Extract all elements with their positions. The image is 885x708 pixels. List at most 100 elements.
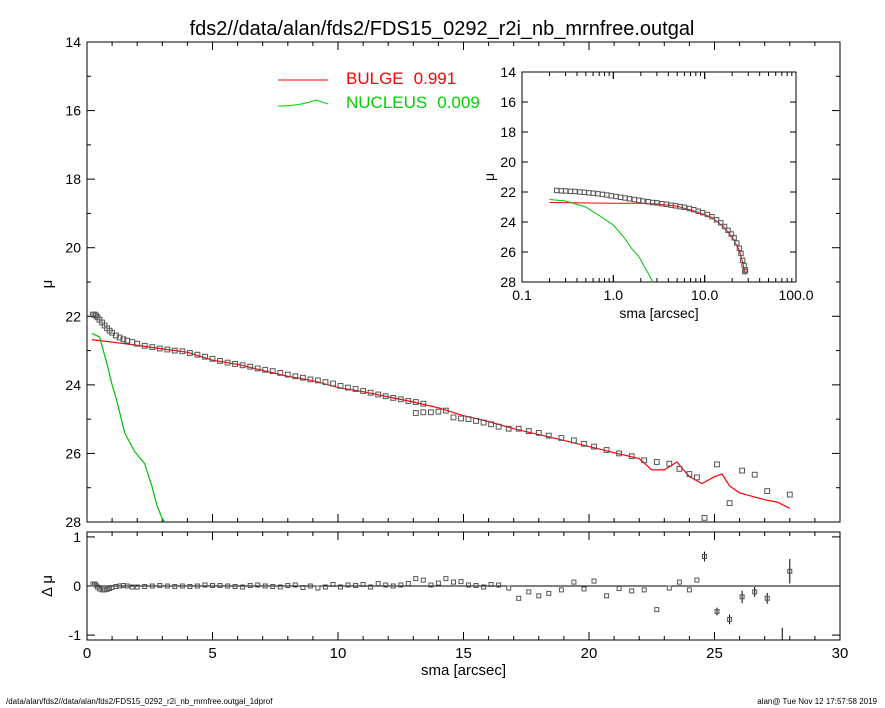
main-data-point [187, 350, 193, 356]
residual-data-point [420, 577, 426, 583]
inset-ytick-label: 26 [500, 244, 516, 260]
inset-ytick-label: 18 [500, 124, 516, 140]
inset-data-point [742, 267, 749, 273]
inset-data-point [626, 196, 633, 202]
residual-data-point [202, 582, 208, 588]
residual-data-point [739, 594, 745, 600]
main-data-point [345, 384, 351, 391]
main-data-point [571, 437, 577, 444]
inset-xlabel: sma [arcsec] [619, 305, 698, 321]
main-ytick-label: 20 [65, 240, 81, 256]
main-data-point [217, 358, 223, 364]
inset-data-point [725, 227, 731, 234]
chart-title: fds2//data/alan/fds2/FDS15_0292_r2i_nb_m… [190, 18, 695, 40]
residual-data-point [516, 595, 522, 601]
residual-data-point [360, 582, 366, 587]
residual-ylabel: Δ μ [39, 575, 56, 597]
legend-nucleus-label: NUCLEUS 0.009 [346, 93, 480, 112]
residual-data-point [164, 583, 170, 589]
main-data-point [330, 380, 336, 387]
inset-ytick-label: 22 [500, 184, 516, 200]
main-data-point [701, 515, 708, 521]
residual-data-point [413, 576, 419, 582]
main-data-point [581, 440, 587, 447]
footer-timestamp: alan@ Tue Nov 12 17:57:58 2019 [757, 697, 877, 706]
inset-plot-frame [521, 71, 797, 283]
residual-data-point [496, 582, 502, 588]
main-data-point [435, 408, 442, 415]
inset-data-point [572, 188, 578, 195]
residual-data-point [285, 583, 291, 588]
main-data-point [505, 425, 512, 432]
residual-data-point [315, 585, 321, 591]
residual-data-point [232, 584, 238, 589]
main-data-point [141, 342, 148, 349]
inset-data-point [721, 223, 728, 230]
residual-data-point [375, 581, 381, 586]
main-data-point [495, 423, 502, 430]
residual-ytick-label: 0 [73, 578, 81, 594]
main-data-point [300, 374, 306, 381]
inset-ytick-label: 24 [500, 214, 516, 230]
legend-nucleus-swatch [277, 99, 329, 107]
residual-data-point [752, 589, 758, 595]
main-data-point [382, 393, 389, 400]
main-data-point [694, 474, 700, 481]
inset-xtick-label: 10.0 [691, 287, 718, 303]
inset-data-point [718, 220, 724, 226]
inset-data-point [734, 240, 740, 246]
main-data-point [443, 407, 449, 414]
main-data-point [676, 466, 683, 472]
main-ytick-label: 16 [65, 103, 81, 119]
residual-data-point [694, 577, 700, 583]
main-data-point [412, 410, 419, 416]
residual-data-point [526, 589, 532, 595]
inset-line-nucleus [549, 199, 654, 283]
inset-data-point [709, 214, 715, 220]
main-data-point [269, 368, 276, 375]
main-data-point [397, 396, 404, 403]
main-data-point [360, 388, 367, 394]
residual-data-point [210, 583, 215, 588]
main-ytick-label: 24 [65, 377, 81, 393]
residual-data-point [157, 583, 163, 588]
legend: BULGE 0.991 NUCLEUS 0.009 [277, 69, 480, 112]
main-data-point [412, 399, 419, 405]
main-data-point [322, 379, 329, 386]
main-data-point [786, 491, 793, 498]
inset-plot: 14 16 18 20 22 24 26 280.1 1.0 10.0 100.0 sma [arcs… [481, 64, 814, 321]
main-data-point [284, 371, 291, 378]
inset-plot-area [549, 187, 749, 283]
legend-bulge-label: BULGE 0.991 [346, 69, 456, 88]
residual-data-point [571, 579, 577, 585]
residual-data-point [225, 583, 231, 589]
main-data-point [739, 467, 746, 474]
main-data-point [224, 359, 231, 366]
residual-data-point [506, 585, 512, 591]
main-data-point [480, 419, 487, 426]
main-data-point [134, 340, 141, 347]
inset-ytick-label: 20 [500, 154, 516, 170]
residual-data-point [262, 583, 268, 589]
main-data-point [202, 353, 208, 360]
main-data-point [352, 386, 359, 392]
main-data-point [525, 428, 532, 435]
residual-xtick-label: 10 [330, 645, 347, 662]
residual-data-point [443, 576, 449, 582]
main-data-point [751, 471, 758, 478]
main-data-point [420, 409, 427, 416]
main-data-point [129, 339, 136, 345]
residual-data-point [129, 584, 135, 590]
inset-data-point [736, 245, 743, 252]
main-data-point [458, 415, 464, 422]
footer-path: /data/alan/fds2//data/alan/fds2/FDS15_02… [6, 697, 273, 706]
residual-data-point [428, 582, 434, 588]
legend-bulge-value: 0.991 [414, 69, 457, 88]
residual-data-point [142, 584, 148, 589]
residual-data-point [338, 584, 343, 590]
residual-data-point [546, 590, 552, 596]
legend-nucleus-name: NUCLEUS [346, 93, 427, 112]
main-data-point [292, 373, 299, 380]
residual-data-point [488, 582, 494, 587]
residual-data-point [368, 584, 374, 590]
